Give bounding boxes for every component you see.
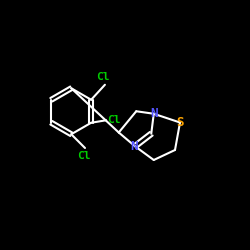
Text: Cl: Cl [96,72,110,82]
Text: N: N [130,140,138,153]
Text: S: S [176,116,184,129]
Text: Cl: Cl [77,151,90,161]
Text: Cl: Cl [108,115,121,125]
Text: N: N [150,107,158,120]
